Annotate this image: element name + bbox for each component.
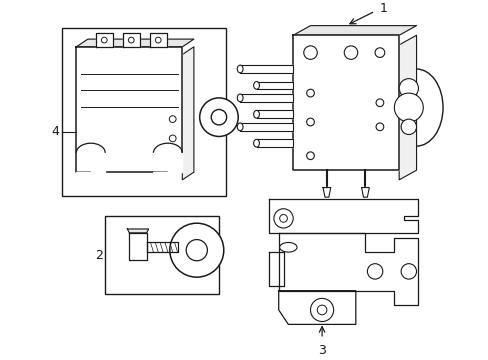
- Ellipse shape: [237, 123, 243, 131]
- Polygon shape: [76, 39, 194, 47]
- Polygon shape: [293, 26, 416, 35]
- Polygon shape: [278, 233, 418, 305]
- Circle shape: [279, 215, 287, 222]
- Ellipse shape: [253, 139, 259, 147]
- Text: 4: 4: [51, 125, 59, 138]
- Ellipse shape: [279, 243, 296, 252]
- Ellipse shape: [237, 65, 243, 73]
- Circle shape: [303, 46, 317, 59]
- Polygon shape: [361, 188, 368, 197]
- Polygon shape: [149, 33, 166, 47]
- Polygon shape: [129, 233, 146, 260]
- Bar: [105, 216, 219, 293]
- Circle shape: [400, 264, 416, 279]
- Polygon shape: [95, 33, 113, 47]
- Circle shape: [186, 240, 207, 261]
- Circle shape: [169, 135, 176, 142]
- Circle shape: [273, 209, 293, 228]
- Circle shape: [211, 109, 226, 125]
- Circle shape: [306, 89, 314, 97]
- Polygon shape: [127, 229, 148, 233]
- Ellipse shape: [253, 81, 259, 89]
- Circle shape: [398, 78, 418, 98]
- Text: 2: 2: [95, 248, 103, 261]
- Polygon shape: [76, 47, 182, 172]
- Polygon shape: [323, 188, 330, 197]
- Circle shape: [306, 118, 314, 126]
- Ellipse shape: [253, 111, 259, 118]
- Circle shape: [344, 46, 357, 59]
- Polygon shape: [240, 94, 293, 102]
- Text: 1: 1: [379, 2, 387, 15]
- Polygon shape: [268, 252, 283, 286]
- Circle shape: [374, 48, 384, 58]
- Polygon shape: [398, 35, 416, 180]
- Polygon shape: [146, 243, 177, 252]
- Ellipse shape: [237, 94, 243, 102]
- Polygon shape: [122, 33, 140, 47]
- Bar: [62, 28, 225, 196]
- Circle shape: [310, 298, 333, 321]
- Circle shape: [393, 93, 423, 122]
- Polygon shape: [240, 123, 293, 131]
- Circle shape: [400, 119, 416, 135]
- Circle shape: [375, 123, 383, 131]
- Circle shape: [375, 99, 383, 107]
- Circle shape: [199, 98, 238, 136]
- Polygon shape: [268, 199, 418, 233]
- Text: 3: 3: [318, 344, 325, 357]
- Polygon shape: [76, 153, 105, 172]
- Circle shape: [101, 37, 107, 43]
- Polygon shape: [182, 47, 194, 180]
- Polygon shape: [256, 139, 293, 147]
- Circle shape: [169, 116, 176, 122]
- Circle shape: [317, 305, 326, 315]
- Polygon shape: [278, 291, 355, 324]
- Polygon shape: [256, 81, 293, 89]
- Circle shape: [366, 264, 382, 279]
- Polygon shape: [153, 153, 182, 172]
- Polygon shape: [256, 111, 293, 118]
- Circle shape: [306, 152, 314, 159]
- Circle shape: [155, 37, 161, 43]
- Circle shape: [128, 37, 134, 43]
- Circle shape: [169, 223, 224, 277]
- Polygon shape: [240, 65, 293, 73]
- Polygon shape: [293, 35, 398, 170]
